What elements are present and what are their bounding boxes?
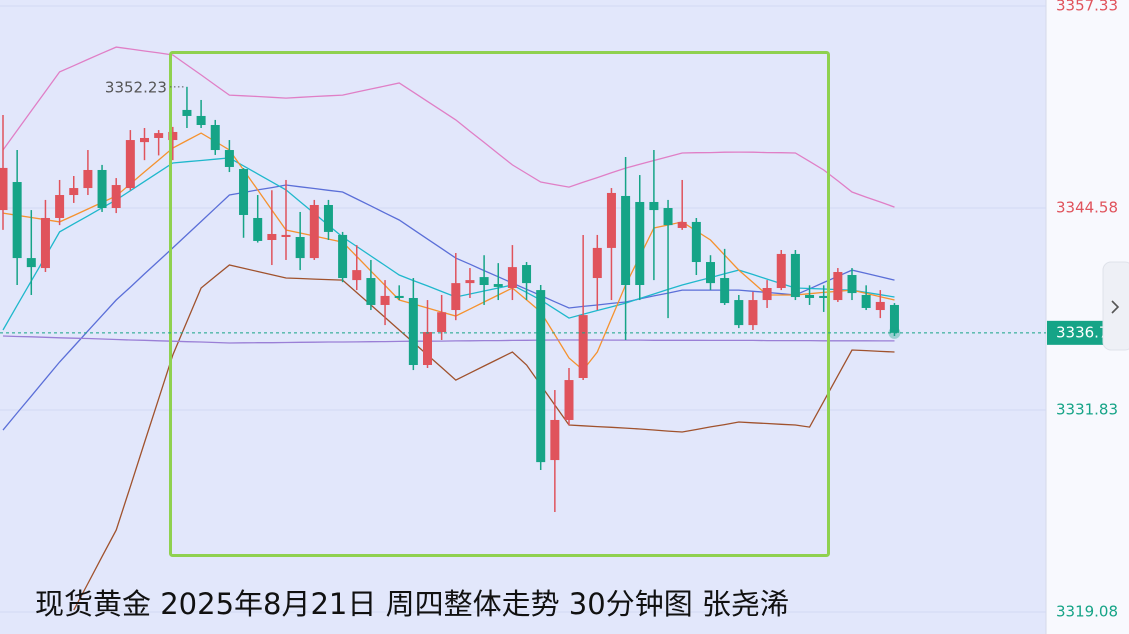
- y-tick-label: 3344.58: [1056, 199, 1118, 217]
- candle-body: [451, 283, 461, 311]
- indicator-lines: [2, 46, 895, 611]
- candle-body: [762, 288, 772, 301]
- candle-body: [833, 272, 843, 301]
- candle-body: [55, 195, 65, 218]
- candle-body: [69, 188, 79, 196]
- candle-body: [875, 301, 885, 311]
- candle-body: [649, 201, 659, 211]
- candle-body: [154, 133, 164, 138]
- candle-body: [267, 233, 277, 241]
- candle-body: [748, 300, 758, 326]
- y-tick-label: 3319.08: [1056, 602, 1118, 620]
- candle-body: [507, 267, 517, 289]
- indicator-line: [2, 46, 895, 208]
- candle-body: [592, 247, 602, 279]
- candle-body: [224, 150, 234, 167]
- candles: [0, 86, 899, 513]
- candle-body: [352, 270, 362, 281]
- candle-body: [125, 140, 135, 189]
- candle-body: [805, 294, 815, 298]
- candle-body: [734, 300, 744, 326]
- candle-body: [196, 115, 206, 125]
- candle-body: [380, 295, 390, 305]
- candle-body: [366, 278, 376, 305]
- candle-body: [564, 380, 574, 420]
- candle-body: [536, 290, 546, 463]
- candle-body: [0, 167, 8, 211]
- candle-body: [691, 221, 701, 263]
- candle-body: [394, 295, 404, 298]
- candle-body: [26, 258, 36, 268]
- candle-body: [12, 182, 22, 259]
- candle-body: [168, 131, 178, 141]
- candle-body: [140, 137, 149, 143]
- candle-body: [309, 204, 319, 259]
- candle-body: [522, 265, 532, 284]
- candle-body: [663, 208, 673, 226]
- indicator-line: [2, 157, 895, 331]
- candle-body: [493, 284, 503, 287]
- candle-body: [295, 236, 305, 259]
- candle-body: [621, 195, 631, 285]
- y-tick-label: 3357.33: [1056, 0, 1118, 15]
- candle-body: [465, 280, 475, 284]
- candle-body: [253, 217, 263, 241]
- candle-body: [677, 221, 687, 228]
- candle-body: [423, 332, 432, 366]
- candle-body: [281, 234, 291, 237]
- indicator-line: [2, 184, 895, 431]
- candle-body: [847, 275, 857, 294]
- candle-body: [182, 109, 192, 116]
- candle-body: [635, 201, 645, 285]
- indicator-line: [2, 335, 895, 344]
- max-label: 3352.23: [105, 78, 167, 96]
- candle-body: [323, 204, 333, 232]
- candle-body: [40, 217, 50, 269]
- candle-body: [83, 169, 93, 189]
- candle-body: [437, 312, 447, 333]
- indicator-line: [2, 132, 895, 372]
- candle-body: [790, 253, 800, 298]
- candle-body: [720, 278, 730, 304]
- candle-body: [338, 234, 348, 279]
- chart-title: 现货黄金 2025年8月21日 周四整体走势 30分钟图 张尧浠: [35, 587, 789, 621]
- grid: [0, 5, 1046, 613]
- highlight-box: [169, 51, 830, 557]
- candle-body: [97, 169, 107, 209]
- expand-button[interactable]: [1102, 261, 1129, 351]
- plot-background: [0, 0, 1046, 634]
- y-tick-label: 3331.83: [1056, 400, 1118, 418]
- candle-body: [706, 262, 715, 284]
- candle-body: [408, 297, 418, 366]
- candle-body: [606, 192, 616, 248]
- candle-body: [550, 419, 560, 461]
- chevron-icon: [1111, 300, 1120, 314]
- indicator-line: [73, 264, 895, 611]
- candle-body: [578, 315, 588, 378]
- candle-body: [479, 277, 489, 285]
- last-price-glow: [888, 326, 901, 339]
- candle-body: [776, 253, 786, 289]
- candle-body: [861, 294, 871, 308]
- candle-body: [819, 295, 829, 298]
- candle-body: [210, 124, 220, 151]
- candle-body: [239, 169, 249, 215]
- candle-body: [111, 185, 121, 209]
- candle-body: [889, 304, 899, 333]
